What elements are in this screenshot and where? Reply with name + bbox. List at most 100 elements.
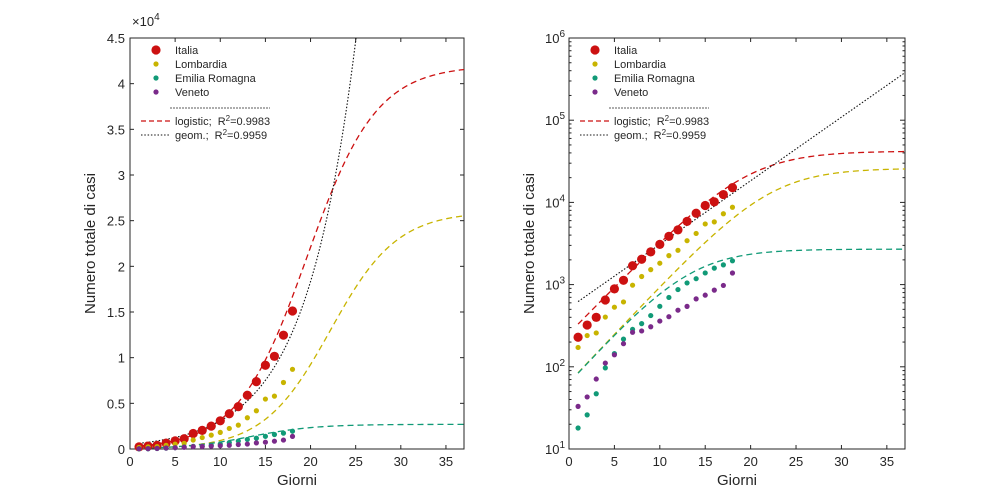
chart-panel-left: 0 5 10 15 20 25 30 3500.511.522.533.544.5×104Gi… <box>82 12 465 489</box>
x-tick-label: 20 <box>303 454 317 469</box>
logistic-fit-curve-lombardia <box>139 215 464 449</box>
y-tick-base: 10 <box>545 360 559 375</box>
legend-r2-exponent: 2 <box>665 114 670 123</box>
data-point <box>224 409 234 419</box>
data-point <box>718 189 728 200</box>
logistic-fit-curve-lombardia <box>577 168 905 374</box>
data-point <box>145 446 151 452</box>
data-point <box>702 221 708 227</box>
data-point <box>289 428 296 434</box>
data-point <box>657 318 663 324</box>
y-tick-base: 10 <box>545 278 559 293</box>
y-tick-exponent: 6 <box>559 29 565 40</box>
y-tick-label: 106 <box>545 29 565 46</box>
data-point <box>244 436 250 443</box>
legend-label: Lombardia <box>175 59 228 71</box>
y-axis-label: Numero totale di casi <box>521 173 538 314</box>
data-point <box>163 445 169 451</box>
data-point <box>620 299 627 305</box>
y-multiplier-base: ×10 <box>132 14 154 29</box>
data-point <box>289 366 296 372</box>
data-point <box>287 306 298 316</box>
y-tick-label: 3 <box>118 168 125 183</box>
y-tick-label: 105 <box>545 111 565 128</box>
data-point <box>693 296 699 302</box>
data-point <box>208 443 214 449</box>
x-tick-label: 15 <box>258 454 272 469</box>
y-tick-exponent: 4 <box>559 193 565 204</box>
data-point <box>720 262 726 268</box>
data-point <box>271 438 278 444</box>
legend-marker <box>153 75 159 81</box>
data-point <box>190 437 196 443</box>
logistic-fit-curve-emilia-romagna <box>577 248 905 374</box>
series-emilia-romagna <box>575 258 736 431</box>
data-point <box>684 303 690 309</box>
data-point <box>280 379 287 386</box>
data-point <box>627 261 638 271</box>
data-point <box>611 304 618 310</box>
y-tick-label: 2 <box>118 259 125 274</box>
x-tick-label: 5 <box>172 454 179 469</box>
legend-fit-name: geom.; <box>614 130 648 142</box>
x-tick-label: 0 <box>565 454 572 469</box>
legend-label: Emilia Romagna <box>175 73 257 85</box>
data-point <box>226 442 232 448</box>
legend-r2-symbol: R <box>218 116 226 128</box>
legend-label: Italia <box>175 45 199 57</box>
data-point <box>648 312 654 319</box>
logistic-fit-curve-italia <box>577 150 905 325</box>
data-point <box>682 216 692 226</box>
y-tick-exponent: 3 <box>559 276 565 287</box>
data-point <box>693 230 699 237</box>
x-tick-label: 30 <box>394 454 408 469</box>
legend-marker <box>153 89 159 95</box>
geom-fit-curve <box>577 72 905 303</box>
axes-box <box>129 37 465 450</box>
legend-label: Lombardia <box>614 59 667 71</box>
legend-marker <box>592 89 598 95</box>
data-point <box>711 287 717 293</box>
data-point <box>584 394 590 400</box>
legend-label: Veneto <box>175 87 209 99</box>
legend-fit-label: logistic; R2=0.9983 <box>614 114 709 128</box>
y-multiplier-exponent: 4 <box>154 12 160 23</box>
y-tick-exponent: 5 <box>559 111 565 122</box>
data-point <box>720 211 726 217</box>
legend-r2-value: =0.9959 <box>227 130 267 142</box>
data-point <box>251 377 261 387</box>
series-veneto <box>136 433 296 452</box>
data-point <box>711 219 717 225</box>
data-point <box>609 284 620 294</box>
legend-fit-name: logistic; <box>614 116 651 128</box>
legend-fit-label: logistic; R2=0.9983 <box>175 114 270 128</box>
data-point <box>197 425 207 435</box>
data-point <box>675 247 681 253</box>
x-tick-label: 0 <box>126 454 133 469</box>
data-point <box>657 303 663 309</box>
axes-box <box>568 37 906 450</box>
data-point <box>253 408 259 414</box>
y-tick-label: 3.5 <box>107 122 125 137</box>
data-point <box>235 422 241 428</box>
data-point <box>629 329 636 335</box>
data-point <box>720 282 726 289</box>
data-point <box>600 295 610 305</box>
data-point <box>648 267 654 273</box>
legend-marker <box>590 45 600 55</box>
y-axis-label: Numero totale di casi <box>82 173 99 314</box>
legend-r2-exponent: 2 <box>226 114 231 123</box>
data-point <box>154 445 160 451</box>
data-point <box>262 433 269 439</box>
data-point <box>181 440 187 446</box>
series-lombardia <box>136 366 296 451</box>
legend-fit-name: geom.; <box>175 130 209 142</box>
data-point <box>575 425 581 431</box>
y-tick-base: 10 <box>545 113 559 128</box>
data-point <box>235 441 241 448</box>
data-point <box>181 444 187 450</box>
data-point <box>675 286 681 293</box>
y-tick-label: 0.5 <box>107 396 125 411</box>
data-point <box>584 332 590 339</box>
